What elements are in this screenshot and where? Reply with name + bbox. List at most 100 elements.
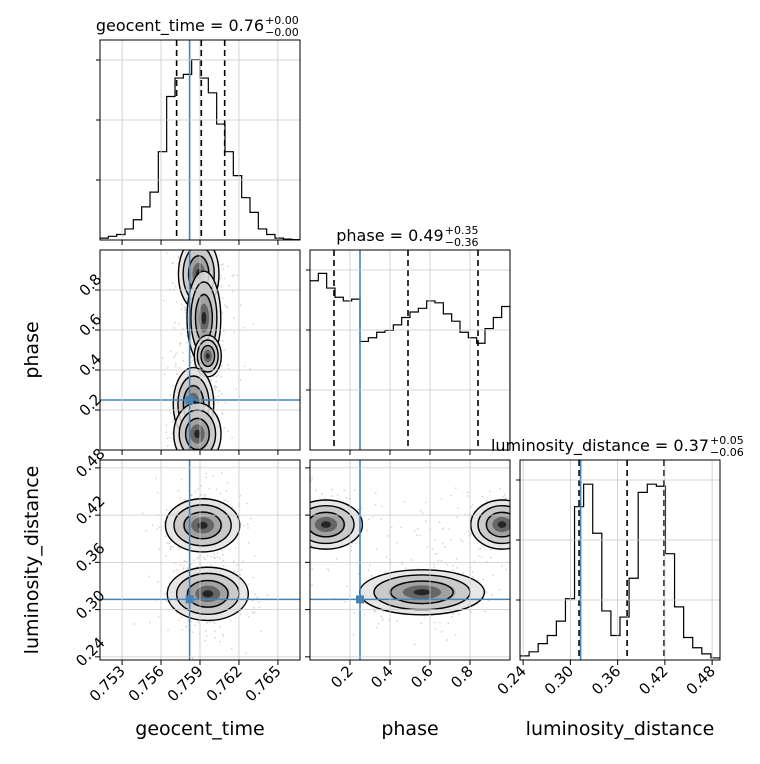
- sample-point: [181, 616, 183, 619]
- sample-point: [470, 533, 473, 536]
- sample-point: [184, 309, 186, 311]
- sample-point: [302, 511, 304, 513]
- sample-point: [183, 560, 186, 562]
- sample-point: [424, 520, 427, 522]
- sample-point: [540, 505, 542, 507]
- sample-point: [330, 488, 333, 491]
- sample-point: [243, 524, 246, 527]
- sample-point: [404, 567, 407, 570]
- sample-point: [456, 516, 459, 519]
- sample-point: [374, 492, 377, 495]
- x-tick-label: 0.762: [203, 662, 246, 705]
- sample-point: [307, 564, 309, 566]
- sample-point: [505, 568, 508, 571]
- sample-point: [212, 228, 214, 230]
- sample-point: [384, 570, 387, 573]
- sample-point: [215, 380, 218, 383]
- y-tick-label: 0.24: [72, 634, 108, 670]
- sample-point: [183, 565, 185, 568]
- sample-point: [291, 553, 293, 555]
- sample-point: [247, 615, 250, 618]
- sample-point: [217, 191, 219, 193]
- sample-point: [544, 524, 546, 526]
- sample-point: [515, 581, 517, 583]
- sample-point: [163, 521, 166, 524]
- sample-point: [156, 491, 159, 494]
- sample-point: [485, 499, 488, 502]
- sample-point: [448, 528, 451, 530]
- sample-point: [477, 554, 480, 557]
- panel-content: [310, 250, 510, 450]
- sample-point: [197, 476, 199, 478]
- sample-point: [524, 533, 526, 535]
- sample-point: [450, 538, 452, 541]
- sample-point: [220, 311, 223, 314]
- sample-point: [193, 470, 195, 472]
- sample-point: [279, 558, 281, 560]
- sample-point: [365, 529, 368, 532]
- sample-point: [537, 511, 539, 513]
- sample-point: [360, 507, 363, 510]
- sample-point: [304, 523, 306, 525]
- sample-point: [351, 542, 354, 545]
- sample-point: [399, 526, 402, 529]
- sample-point: [536, 541, 538, 543]
- sample-point: [363, 613, 366, 616]
- sample-point: [235, 564, 238, 566]
- sample-point: [210, 564, 212, 566]
- sample-point: [221, 633, 224, 636]
- sample-point: [455, 557, 458, 560]
- sample-point: [170, 547, 172, 550]
- sample-point: [567, 518, 569, 520]
- density-level: [194, 429, 201, 439]
- sample-point: [208, 227, 210, 229]
- sample-point: [223, 348, 226, 351]
- sample-point: [565, 516, 567, 518]
- sample-point: [304, 518, 306, 520]
- sample-point: [166, 542, 168, 544]
- sample-point: [467, 495, 469, 497]
- sample-point: [328, 569, 331, 572]
- sample-point: [308, 536, 310, 538]
- sample-point: [440, 498, 443, 501]
- panel-phase-luminosity_distance: 0.2 0.4 0.6 0.8: [279, 459, 569, 692]
- sample-point: [218, 263, 221, 266]
- sample-point: [166, 437, 169, 439]
- sample-point: [236, 274, 239, 277]
- sample-point: [524, 533, 526, 535]
- sample-point: [471, 570, 474, 573]
- x-axis-label: geocent_time: [135, 718, 264, 740]
- sample-point: [513, 507, 515, 509]
- sample-point: [288, 521, 290, 523]
- sample-point: [217, 401, 219, 404]
- sample-point: [179, 209, 181, 211]
- sample-point: [500, 564, 503, 567]
- contour-line: [196, 339, 219, 373]
- sample-point: [194, 491, 197, 494]
- sample-point: [447, 622, 450, 625]
- contour-line: [485, 511, 510, 538]
- sample-point: [419, 509, 422, 512]
- x-tick-label: 0.36: [588, 662, 624, 698]
- sample-point: [187, 465, 189, 467]
- x-tick-label: 0.756: [125, 662, 168, 705]
- sample-point: [179, 224, 181, 226]
- truth-marker: [185, 396, 194, 404]
- sample-point: [171, 420, 174, 423]
- sample-point: [225, 489, 228, 492]
- contour-line: [164, 498, 241, 553]
- sample-point: [197, 556, 200, 559]
- sample-point: [288, 532, 290, 534]
- sample-point: [454, 487, 457, 490]
- contour-line: [200, 344, 216, 368]
- sample-point: [492, 574, 495, 577]
- sample-point: [208, 487, 211, 490]
- sample-point: [193, 559, 195, 562]
- sample-point: [266, 594, 269, 597]
- density-level: [202, 590, 214, 598]
- x-tick-label: 0.48: [683, 662, 719, 698]
- sample-point: [292, 538, 294, 540]
- sample-point: [197, 621, 200, 624]
- sample-point: [283, 528, 285, 530]
- sample-point: [530, 531, 532, 533]
